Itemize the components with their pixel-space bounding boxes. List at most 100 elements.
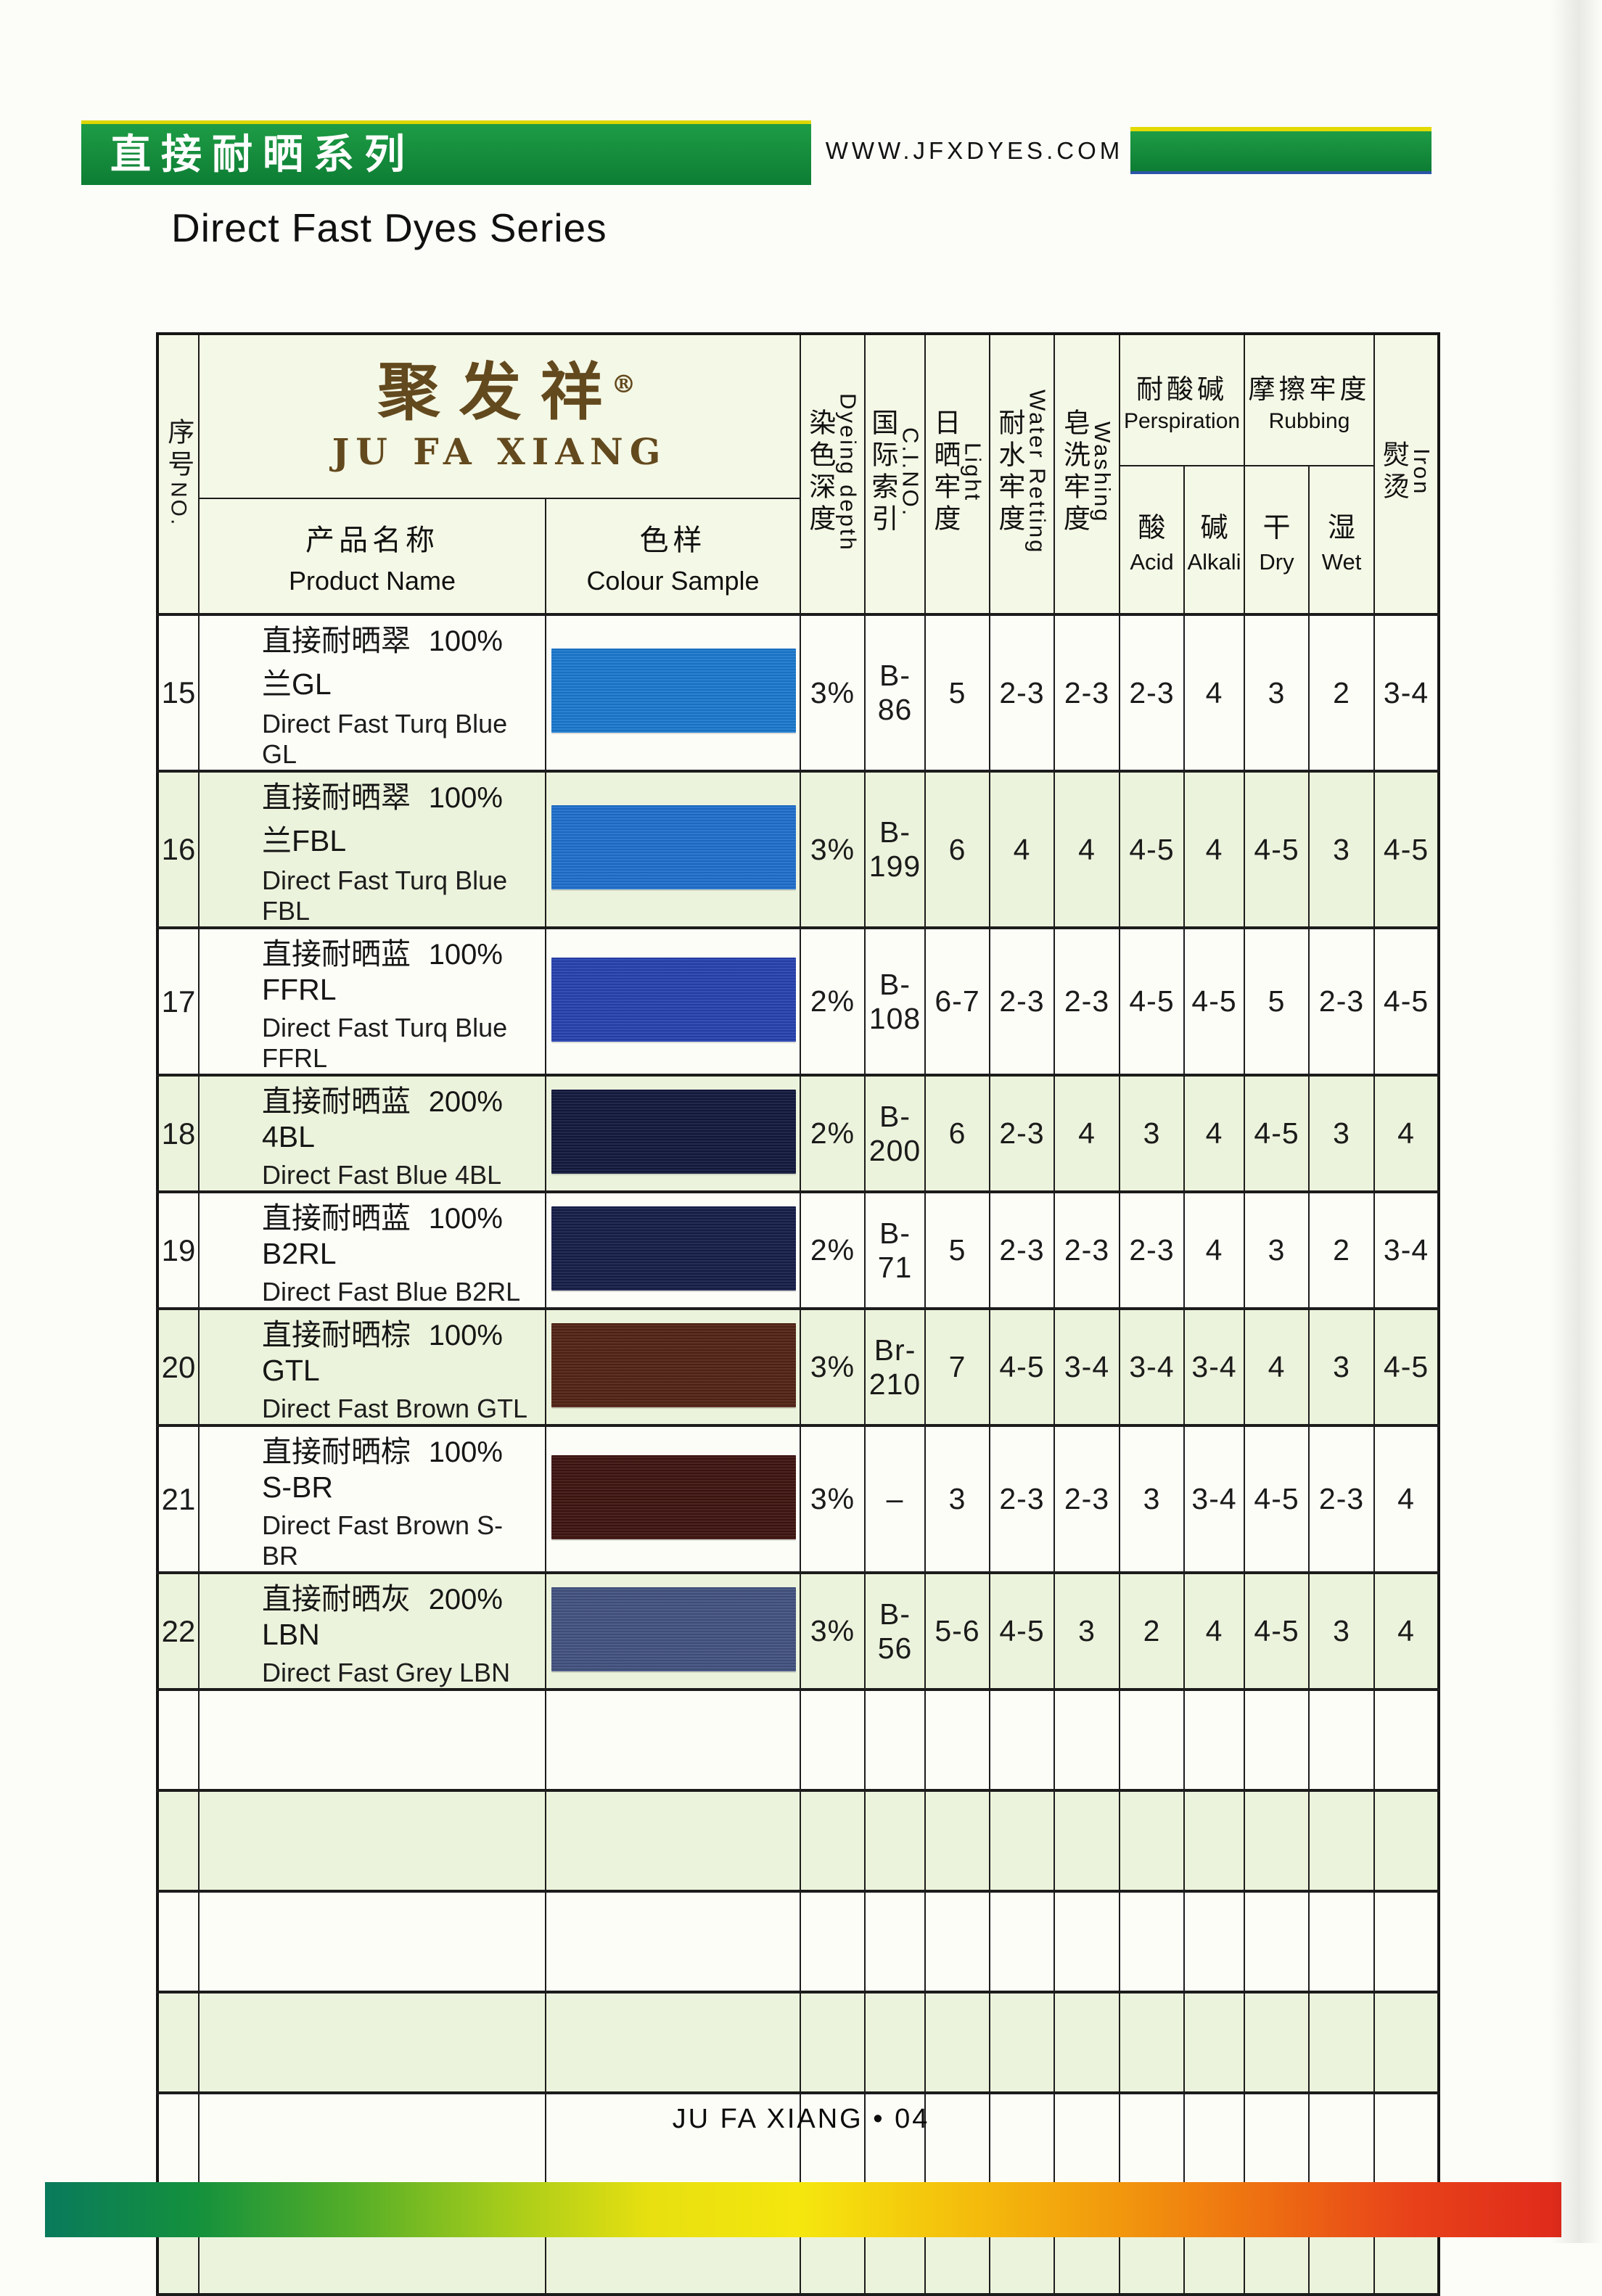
product-name-cn: 直接耐晒蓝FFRL	[262, 937, 411, 1006]
cell-dry: 3	[1244, 613, 1310, 773]
product-name-cell: 直接耐晒翠兰GL 100% Direct Fast Turq Blue GL	[198, 613, 546, 773]
row-no-cell: 16	[157, 770, 200, 929]
cell-dry: 4-5	[1244, 1074, 1310, 1193]
col-header-washing-en: Washing	[1090, 421, 1116, 524]
table-row: 21 直接耐晒棕S-BR 100% Direct Fast Brown S-BR 3% –…	[157, 1424, 1440, 1574]
table-row: 16 直接耐晒翠兰FBL 100% Direct Fast Turq Blue FBL…	[157, 770, 1440, 929]
cell-alkali: 4	[1183, 1190, 1246, 1310]
product-name-en: Direct Fast Brown S-BR	[262, 1510, 504, 1571]
table-row: 20 直接耐晒棕GTL 100% Direct Fast Brown GTL 3% Br-…	[157, 1307, 1440, 1427]
cell-dry	[1244, 2091, 1310, 2195]
product-name-en: Direct Fast Brown GTL	[262, 1394, 528, 1423]
cell-wet	[1308, 2091, 1376, 2195]
row-no-cell	[157, 1890, 200, 1993]
product-strength: 100%	[428, 1320, 503, 1351]
cell-acid: 3	[1119, 1074, 1186, 1193]
row-no-cell	[157, 1688, 200, 1792]
col-header-product: 产品名称 Product Name	[198, 498, 546, 615]
product-name-cn: 直接耐晒蓝B2RL	[262, 1201, 411, 1270]
cell-dry: 3	[1244, 1190, 1310, 1310]
cell-alkali	[1183, 2091, 1246, 2195]
cell-cino	[864, 1688, 927, 1792]
row-no-cell: 18	[157, 1074, 200, 1193]
cell-washing	[1053, 1789, 1121, 1893]
product-name-cn: 直接耐晒翠兰FBL	[262, 781, 411, 857]
cell-dry	[1244, 1688, 1310, 1792]
cell-cino: B-56	[864, 1571, 927, 1691]
col-header-iron: Iron 熨烫	[1373, 333, 1440, 615]
col-header-sample-en: Colour Sample	[586, 565, 760, 596]
col-header-alkali: 碱 Alkali	[1183, 465, 1246, 615]
cell-depth: 3%	[800, 613, 866, 773]
cell-washing	[1053, 1890, 1121, 1993]
cell-alkali: 3-4	[1183, 1424, 1246, 1574]
colour-swatch	[551, 1587, 797, 1671]
cell-alkali: 4	[1183, 1571, 1246, 1691]
product-strength: 200%	[428, 1086, 503, 1118]
cell-acid: 3-4	[1119, 1307, 1186, 1427]
cell-dry	[1244, 1789, 1310, 1893]
cell-dry	[1244, 1890, 1310, 1993]
col-header-cino: C.I.NO. 国际索引	[864, 333, 927, 615]
colour-sample-cell	[544, 613, 802, 773]
product-name-cell	[198, 1991, 546, 2094]
cell-depth	[800, 2091, 866, 2195]
colour-sample-cell	[544, 770, 802, 929]
cell-water: 4	[989, 770, 1056, 929]
product-name-cell	[198, 1688, 546, 1792]
col-header-cino-en: C.I.NO.	[897, 427, 924, 518]
col-header-product-cn: 产品名称	[305, 524, 439, 556]
cell-washing: 2-3	[1053, 1424, 1121, 1574]
colour-sample-cell	[544, 1307, 802, 1427]
col-header-light: Light 日晒牢度	[924, 333, 991, 615]
cell-water: 2-3	[989, 1424, 1056, 1574]
product-strength: 200%	[428, 1584, 503, 1616]
colour-sample-cell	[544, 2091, 802, 2195]
product-name-line1: 直接耐晒棕GTL 100%	[200, 1312, 544, 1388]
cell-wet	[1308, 1688, 1376, 1792]
colour-swatch	[551, 805, 797, 889]
cell-dry: 4-5	[1244, 1571, 1310, 1691]
col-header-light-en: Light	[960, 442, 986, 503]
col-header-sample-cn: 色样	[639, 524, 707, 556]
cell-alkali: 4	[1183, 613, 1246, 773]
col-header-acid: 酸 Acid	[1119, 465, 1186, 615]
row-no-cell	[157, 2091, 200, 2195]
cell-acid	[1119, 1890, 1186, 1993]
table-row-empty	[157, 1890, 1440, 1993]
cell-depth: 3%	[800, 770, 866, 929]
cell-washing: 3-4	[1053, 1307, 1121, 1427]
cell-alkali	[1183, 1789, 1246, 1893]
row-no-cell	[157, 1789, 200, 1893]
cell-acid: 2-3	[1119, 1190, 1186, 1310]
cell-light: 6	[924, 1074, 991, 1193]
cell-acid	[1119, 1991, 1186, 2094]
colour-sample-cell	[544, 1424, 802, 1574]
col-header-depth-en: Dyeing depth	[835, 392, 861, 552]
table-row-empty	[157, 1688, 1440, 1792]
col-header-wet: 湿 Wet	[1308, 465, 1376, 615]
rainbow-bar	[45, 2182, 1561, 2237]
col-header-dry-en: Dry	[1259, 548, 1294, 575]
series-banner: 直接耐晒系列	[81, 120, 811, 185]
cell-washing: 2-3	[1053, 926, 1121, 1077]
cell-light	[924, 2091, 991, 2195]
product-name-cell: 直接耐晒棕S-BR 100% Direct Fast Brown S-BR	[198, 1424, 546, 1574]
cell-depth	[800, 1789, 866, 1893]
cell-dry: 5	[1244, 926, 1310, 1077]
cell-water	[989, 2091, 1056, 2195]
product-name-cell	[198, 1890, 546, 1993]
row-no-cell: 20	[157, 1307, 200, 1427]
cell-water: 2-3	[989, 1074, 1056, 1193]
colour-sample-cell	[544, 1688, 802, 1792]
cell-cino	[864, 1991, 927, 2094]
page-footer: JU FA XIANG • 04	[672, 2104, 930, 2134]
cell-iron	[1373, 1890, 1440, 1993]
cell-cino: B-200	[864, 1074, 927, 1193]
website-url: WWW.JFXDYES.COM	[825, 137, 1124, 164]
cell-light	[924, 1789, 991, 1893]
cell-acid	[1119, 2091, 1186, 2195]
cell-wet: 3	[1308, 770, 1376, 929]
cell-iron: 4	[1373, 1571, 1440, 1691]
cell-alkali	[1183, 1890, 1246, 1993]
